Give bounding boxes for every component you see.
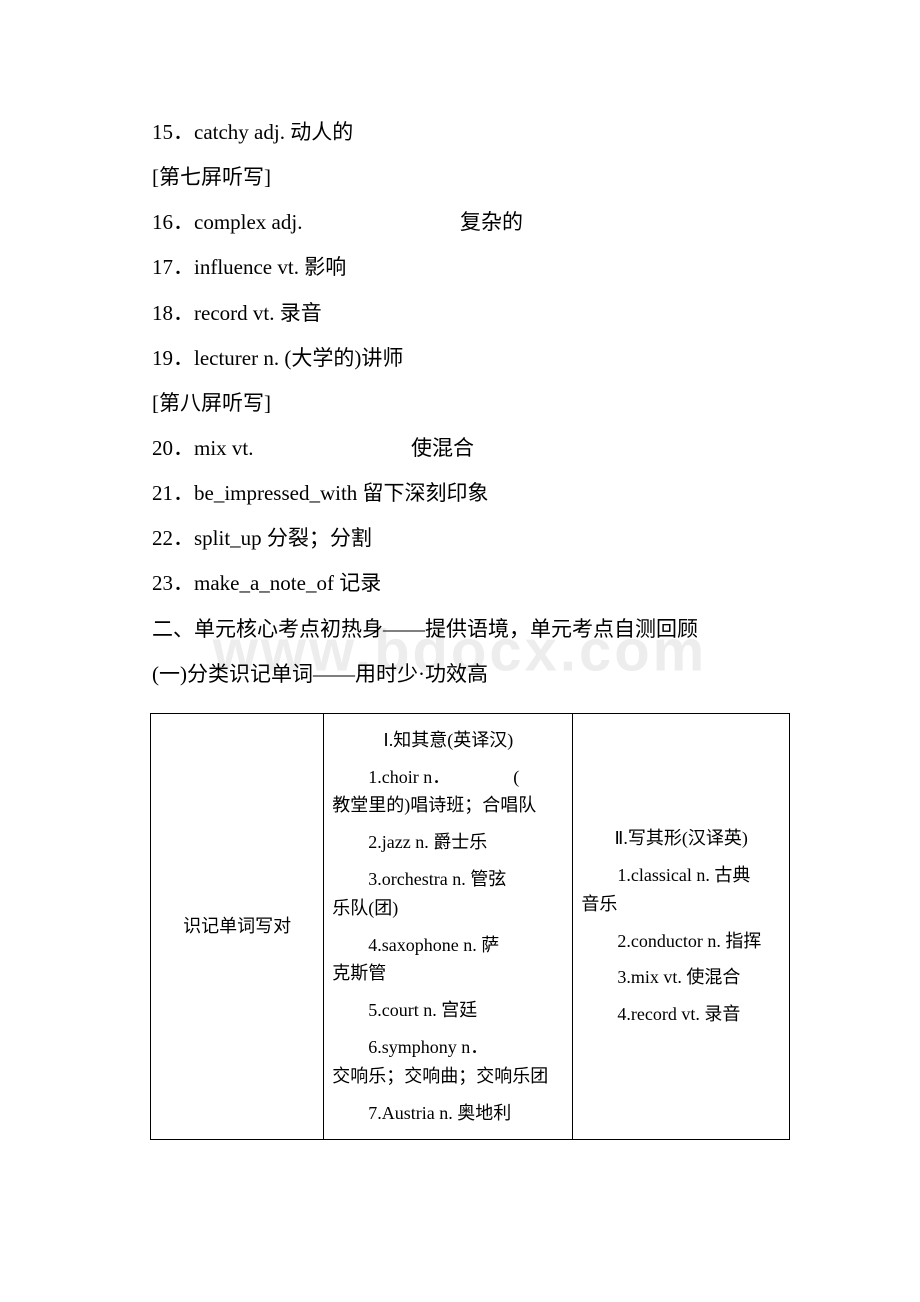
item-16-def: 复杂的: [460, 210, 523, 234]
col3-item-3: 3.mix vt. 使混合: [581, 963, 781, 992]
col2-item-4: 4.saxophone n. 萨 克斯管: [332, 931, 564, 989]
col3-item-1-lead: 1.classical n. 古典: [581, 861, 781, 890]
col2-item-6-cont: 交响乐；交响曲；交响乐团: [332, 1062, 564, 1091]
col2-item-7-lead: 7.Austria n. 奥地利: [332, 1099, 564, 1128]
item-20-term: 20．mix vt.: [152, 436, 254, 460]
row-label-text: 识记单词写对: [159, 912, 315, 941]
col2-item-5-lead: 5.court n. 宫廷: [332, 996, 564, 1025]
col2-item-1: 1.choir n． ( 教堂里的)唱诗班；合唱队: [332, 763, 564, 821]
item-15: 15．catchy adj. 动人的: [110, 110, 810, 155]
document-body: 15．catchy adj. 动人的 [第七屏听写] 16．complex ad…: [0, 0, 920, 1140]
col2-item-1-lead: 1.choir n． (: [332, 763, 564, 792]
col3-item-2: 2.conductor n. 指挥: [581, 927, 781, 956]
col2-item-2-lead: 2.jazz n. 爵士乐: [332, 828, 564, 857]
col3-item-2-lead: 2.conductor n. 指挥: [581, 927, 781, 956]
item-16-term: 16．complex adj.: [152, 210, 302, 234]
col2-item-4-cont: 克斯管: [332, 959, 564, 988]
col2-item-3-lead: 3.orchestra n. 管弦: [332, 865, 564, 894]
table-row: 识记单词写对 Ⅰ.知其意(英译汉) 1.choir n． ( 教堂里的)唱诗班；…: [151, 713, 790, 1140]
col2-item-5: 5.court n. 宫廷: [332, 996, 564, 1025]
col3-cell: Ⅱ.写其形(汉译英) 1.classical n. 古典 音乐 2.conduc…: [573, 713, 790, 1140]
col2-item-3-cont: 乐队(团): [332, 894, 564, 923]
col2-item-3: 3.orchestra n. 管弦 乐队(团): [332, 865, 564, 923]
item-18: 18．record vt. 录音: [110, 291, 810, 336]
col3-item-4-lead: 4.record vt. 录音: [581, 1000, 781, 1029]
col3-item-1: 1.classical n. 古典 音乐: [581, 861, 781, 919]
col2-item-2: 2.jazz n. 爵士乐: [332, 828, 564, 857]
item-21: 21．be_impressed_with 留下深刻印象: [110, 471, 810, 516]
item-19: 19．lecturer n. (大学的)讲师: [110, 336, 810, 381]
vocab-table-wrapper: 识记单词写对 Ⅰ.知其意(英译汉) 1.choir n． ( 教堂里的)唱诗班；…: [150, 713, 810, 1141]
col2-cell: Ⅰ.知其意(英译汉) 1.choir n． ( 教堂里的)唱诗班；合唱队 2.j…: [324, 713, 573, 1140]
col2-heading: Ⅰ.知其意(英译汉): [332, 726, 564, 755]
col2-item-4-lead: 4.saxophone n. 萨: [332, 931, 564, 960]
vocab-table: 识记单词写对 Ⅰ.知其意(英译汉) 1.choir n． ( 教堂里的)唱诗班；…: [150, 713, 790, 1141]
item-17: 17．influence vt. 影响: [110, 245, 810, 290]
heading-screen-8: [第八屏听写]: [110, 381, 810, 426]
col2-item-6-lead: 6.symphony n．: [332, 1033, 564, 1062]
col2-item-1-cont: 教堂里的)唱诗班；合唱队: [332, 791, 564, 820]
subsection-1-heading: (一)分类识记单词——用时少·功效高: [110, 652, 810, 697]
col3-item-3-lead: 3.mix vt. 使混合: [581, 963, 781, 992]
row-label-cell: 识记单词写对: [151, 713, 324, 1140]
col3-item-1-cont: 音乐: [581, 890, 781, 919]
item-20-def: 使混合: [411, 436, 474, 460]
col2-item-6: 6.symphony n． 交响乐；交响曲；交响乐团: [332, 1033, 564, 1091]
heading-screen-7: [第七屏听写]: [110, 155, 810, 200]
item-20: 20．mix vt. 使混合: [110, 426, 810, 471]
section-2-heading: 二、单元核心考点初热身——提供语境，单元考点自测回顾: [110, 607, 810, 652]
item-16: 16．complex adj. 复杂的: [110, 200, 810, 245]
col3-heading: Ⅱ.写其形(汉译英): [581, 824, 781, 853]
item-23: 23．make_a_note_of 记录: [110, 561, 810, 606]
col3-item-4: 4.record vt. 录音: [581, 1000, 781, 1029]
item-22: 22．split_up 分裂；分割: [110, 516, 810, 561]
col2-item-7: 7.Austria n. 奥地利: [332, 1099, 564, 1128]
